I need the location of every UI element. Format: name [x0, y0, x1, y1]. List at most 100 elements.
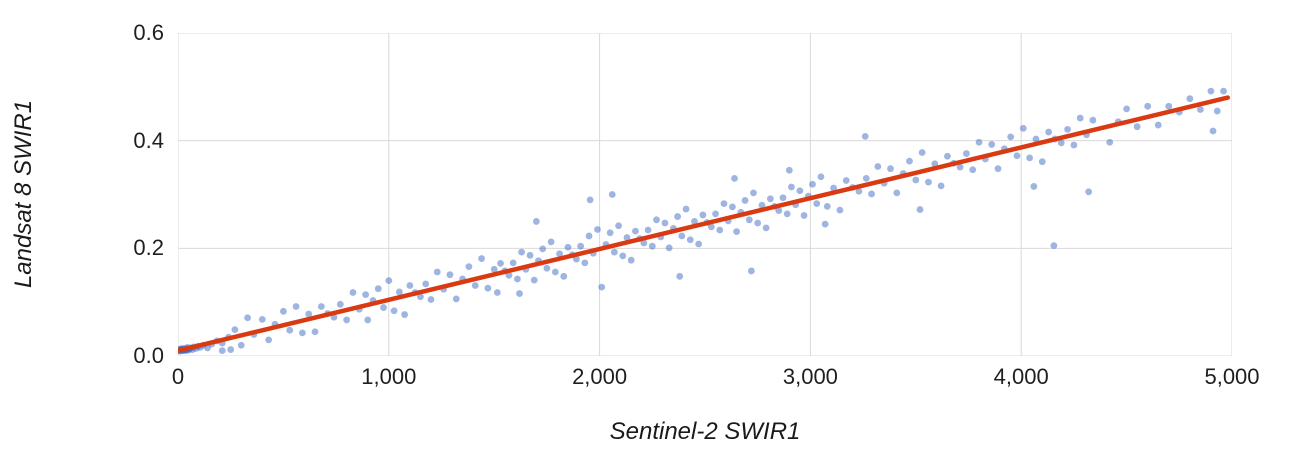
data-point[interactable]	[1030, 183, 1038, 190]
data-point[interactable]	[364, 316, 372, 324]
data-point[interactable]	[556, 250, 563, 258]
data-point[interactable]	[362, 291, 370, 299]
data-point[interactable]	[401, 311, 409, 318]
data-point[interactable]	[623, 234, 631, 241]
data-point[interactable]	[298, 329, 306, 337]
data-point[interactable]	[788, 183, 795, 191]
data-point[interactable]	[478, 255, 485, 262]
data-point[interactable]	[395, 288, 403, 296]
data-point[interactable]	[518, 248, 526, 256]
data-point[interactable]	[336, 300, 344, 308]
data-point[interactable]	[868, 190, 875, 198]
data-point[interactable]	[731, 174, 738, 182]
data-point[interactable]	[1013, 152, 1021, 160]
data-point[interactable]	[374, 285, 382, 293]
data-point[interactable]	[1032, 135, 1040, 143]
data-point[interactable]	[433, 268, 441, 276]
data-point[interactable]	[653, 216, 660, 224]
data-point[interactable]	[560, 272, 568, 280]
data-point[interactable]	[265, 336, 273, 344]
data-point[interactable]	[733, 228, 741, 236]
data-point[interactable]	[497, 260, 504, 267]
data-point[interactable]	[406, 282, 414, 289]
data-point[interactable]	[741, 197, 749, 204]
data-point[interactable]	[906, 157, 913, 165]
data-point[interactable]	[912, 176, 920, 184]
data-point[interactable]	[779, 194, 787, 202]
data-point[interactable]	[729, 203, 736, 211]
data-point[interactable]	[632, 227, 639, 235]
data-point[interactable]	[1089, 116, 1097, 124]
data-point[interactable]	[712, 210, 719, 218]
data-point[interactable]	[661, 219, 669, 227]
data-point[interactable]	[758, 201, 766, 209]
data-point[interactable]	[644, 226, 652, 234]
data-point[interactable]	[862, 174, 870, 182]
data-point[interactable]	[532, 218, 540, 225]
data-point[interactable]	[796, 187, 804, 195]
data-point[interactable]	[762, 224, 770, 232]
data-point[interactable]	[678, 232, 686, 240]
data-point[interactable]	[665, 244, 673, 252]
data-point[interactable]	[1070, 141, 1078, 149]
data-point[interactable]	[682, 205, 690, 213]
data-point[interactable]	[1007, 133, 1015, 141]
data-point[interactable]	[1144, 102, 1152, 110]
data-point[interactable]	[750, 189, 757, 197]
data-point[interactable]	[956, 163, 964, 171]
data-point[interactable]	[988, 141, 996, 148]
data-point[interactable]	[809, 180, 816, 188]
data-point[interactable]	[994, 165, 1002, 173]
data-point[interactable]	[311, 328, 319, 336]
data-point[interactable]	[1106, 138, 1114, 146]
data-point[interactable]	[842, 177, 850, 184]
data-point[interactable]	[893, 189, 901, 197]
data-point[interactable]	[484, 284, 492, 292]
data-point[interactable]	[944, 152, 951, 160]
data-point[interactable]	[1064, 125, 1071, 133]
data-point[interactable]	[918, 149, 926, 156]
data-point[interactable]	[564, 243, 572, 251]
data-point[interactable]	[390, 307, 398, 315]
data-point[interactable]	[962, 150, 970, 157]
data-point[interactable]	[427, 296, 435, 303]
data-point[interactable]	[385, 277, 393, 285]
data-point[interactable]	[836, 206, 844, 214]
data-point[interactable]	[627, 256, 635, 264]
data-point[interactable]	[1196, 106, 1204, 113]
data-point[interactable]	[513, 275, 521, 283]
data-point[interactable]	[1207, 87, 1215, 95]
data-point[interactable]	[292, 303, 300, 310]
data-point[interactable]	[813, 200, 821, 208]
data-point[interactable]	[707, 223, 715, 231]
data-point[interactable]	[606, 229, 614, 237]
data-point[interactable]	[586, 196, 594, 204]
plot-area[interactable]	[178, 33, 1232, 356]
data-point[interactable]	[526, 251, 534, 259]
data-point[interactable]	[648, 242, 656, 250]
data-point[interactable]	[975, 138, 983, 146]
data-point[interactable]	[1057, 139, 1065, 147]
data-point[interactable]	[516, 290, 523, 297]
data-point[interactable]	[237, 341, 245, 349]
data-point[interactable]	[543, 264, 551, 272]
data-point[interactable]	[691, 218, 698, 225]
data-point[interactable]	[937, 182, 945, 190]
data-point[interactable]	[231, 326, 239, 334]
data-point[interactable]	[380, 304, 387, 311]
data-point[interactable]	[547, 238, 555, 246]
data-point[interactable]	[417, 293, 424, 301]
data-point[interactable]	[286, 326, 294, 334]
data-point[interactable]	[754, 219, 762, 227]
data-point[interactable]	[1038, 158, 1046, 166]
data-point[interactable]	[1154, 121, 1162, 129]
data-point[interactable]	[509, 259, 517, 267]
data-point[interactable]	[775, 207, 783, 215]
data-point[interactable]	[720, 200, 728, 208]
data-point[interactable]	[800, 212, 808, 219]
data-point[interactable]	[785, 166, 793, 174]
data-point[interactable]	[258, 315, 266, 323]
data-point[interactable]	[551, 268, 559, 276]
data-point[interactable]	[493, 289, 501, 296]
data-point[interactable]	[821, 220, 829, 228]
